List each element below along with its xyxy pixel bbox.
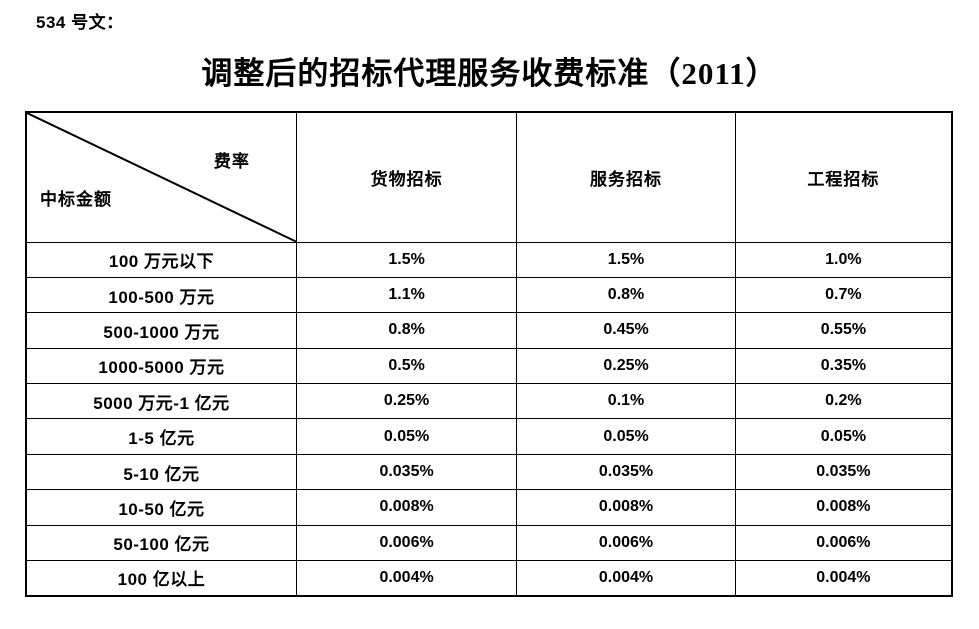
row-label: 100-500 万元 <box>25 276 297 314</box>
fee-rate-table: 费率 中标金额 货物招标 服务招标 工程招标 100 万元以下 1.5% 1.5… <box>25 111 953 597</box>
row-value: 0.008% <box>295 489 518 526</box>
row-label: 100 万元以下 <box>25 241 297 278</box>
row-value: 0.008% <box>734 489 953 526</box>
row-value: 0.25% <box>295 383 518 420</box>
table-header-row: 费率 中标金额 货物招标 服务招标 工程招标 <box>25 111 953 243</box>
row-label: 5-10 亿元 <box>25 453 297 491</box>
doc-number-label: 534 号文： <box>36 13 124 32</box>
row-value: 0.1% <box>516 383 736 420</box>
column-header-engineering: 工程招标 <box>734 111 953 243</box>
row-value: 1.0% <box>734 241 953 278</box>
diagonal-divider-line <box>27 113 296 242</box>
row-value: 0.7% <box>734 276 953 314</box>
corner-label-rate: 费率 <box>213 152 250 171</box>
row-value: 0.035% <box>734 453 953 491</box>
row-value: 0.006% <box>516 524 736 562</box>
row-value: 0.035% <box>295 453 518 491</box>
table-row: 10-50 亿元 0.008% 0.008% 0.008% <box>25 489 953 526</box>
row-value: 1.1% <box>295 276 518 314</box>
row-label: 1-5 亿元 <box>25 418 297 455</box>
table-row: 1000-5000 万元 0.5% 0.25% 0.35% <box>25 347 953 385</box>
row-value: 0.004% <box>295 560 518 597</box>
fee-table-body: 100 万元以下 1.5% 1.5% 1.0% 100-500 万元 1.1% … <box>25 241 953 597</box>
table-row: 100 亿以上 0.004% 0.004% 0.004% <box>25 560 953 597</box>
row-value: 0.05% <box>295 418 518 455</box>
row-value: 0.45% <box>516 312 736 349</box>
row-value: 0.05% <box>516 418 736 455</box>
row-value: 0.5% <box>295 347 518 385</box>
row-value: 0.2% <box>734 383 953 420</box>
table-row: 1-5 亿元 0.05% 0.05% 0.05% <box>25 418 953 455</box>
corner-label-bid-amount: 中标金额 <box>40 190 112 209</box>
row-label: 50-100 亿元 <box>25 524 297 562</box>
row-value: 1.5% <box>516 241 736 278</box>
row-value: 0.004% <box>516 560 736 597</box>
page-title: 调整后的招标代理服务收费标准（2011） <box>201 56 778 91</box>
row-value: 0.004% <box>734 560 953 597</box>
row-label: 500-1000 万元 <box>25 312 297 349</box>
row-label: 10-50 亿元 <box>25 489 297 526</box>
row-value: 0.25% <box>516 347 736 385</box>
row-label: 1000-5000 万元 <box>25 347 297 385</box>
row-value: 0.35% <box>734 347 953 385</box>
row-value: 0.006% <box>734 524 953 562</box>
column-header-goods: 货物招标 <box>295 111 518 243</box>
table-row: 5000 万元-1 亿元 0.25% 0.1% 0.2% <box>25 383 953 420</box>
table-row: 5-10 亿元 0.035% 0.035% 0.035% <box>25 453 953 491</box>
row-value: 0.008% <box>516 489 736 526</box>
row-label: 5000 万元-1 亿元 <box>25 383 297 420</box>
row-value: 0.035% <box>516 453 736 491</box>
table-row: 500-1000 万元 0.8% 0.45% 0.55% <box>25 312 953 349</box>
table-row: 100-500 万元 1.1% 0.8% 0.7% <box>25 276 953 314</box>
row-value: 0.006% <box>295 524 518 562</box>
column-header-services: 服务招标 <box>516 111 736 243</box>
table-row: 50-100 亿元 0.006% 0.006% 0.006% <box>25 524 953 562</box>
row-value: 0.8% <box>295 312 518 349</box>
row-value: 0.55% <box>734 312 953 349</box>
row-value: 0.05% <box>734 418 953 455</box>
row-value: 0.8% <box>516 276 736 314</box>
table-row: 100 万元以下 1.5% 1.5% 1.0% <box>25 241 953 278</box>
row-label: 100 亿以上 <box>25 560 297 597</box>
corner-header-cell: 费率 中标金额 <box>25 111 297 243</box>
row-value: 1.5% <box>295 241 518 278</box>
